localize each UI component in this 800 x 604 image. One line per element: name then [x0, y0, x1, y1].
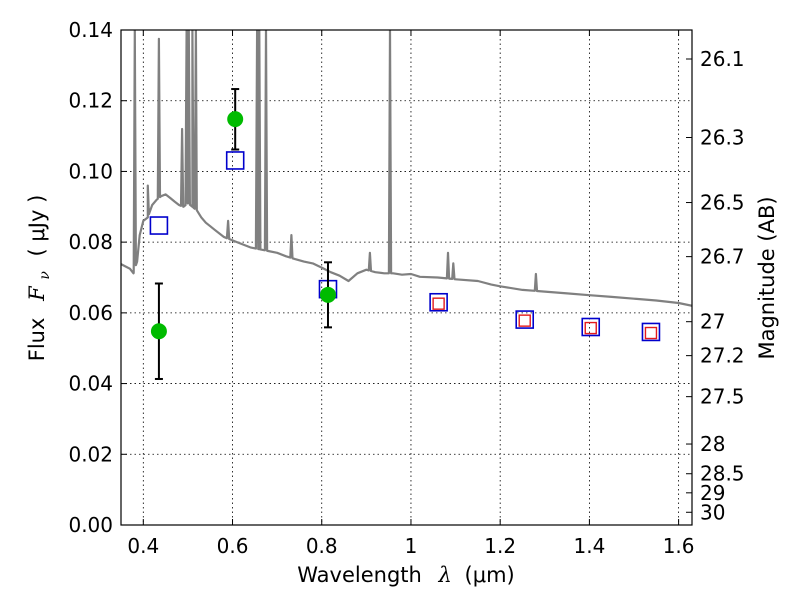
- model-photometry-inner-square: [644, 326, 658, 340]
- y-tick-label: 0.00: [68, 513, 113, 537]
- mag-tick-label: 28: [700, 432, 725, 456]
- x-axis-label-symbol: λ: [438, 563, 452, 587]
- mag-tick-label: 28.5: [700, 462, 745, 486]
- y-tick-label: 0.12: [68, 89, 113, 113]
- model-photometry-square: [641, 322, 661, 342]
- y-tick-label: 0.10: [68, 159, 113, 183]
- model-photometry-square: [149, 216, 169, 235]
- mag-tick-label: 26.3: [700, 125, 745, 149]
- axes-frame: [120, 29, 693, 526]
- mag-tick-label: 29: [700, 481, 725, 505]
- x-tick-label: 1: [405, 534, 418, 558]
- x-tick-label: 1.2: [484, 534, 516, 558]
- y-tick-label: 0.04: [68, 372, 113, 396]
- observed-point: [227, 111, 244, 128]
- model-photometry-square: [225, 151, 245, 170]
- mag-tick-label: 27.5: [700, 385, 745, 409]
- y-axis-label-text: Flux: [25, 318, 49, 362]
- mag-tick-label: 26.1: [700, 47, 745, 71]
- y2-axis-label: Magnitude (AB): [755, 196, 779, 359]
- y-tick-label: 0.02: [68, 442, 113, 466]
- observed-point: [150, 323, 167, 340]
- observed-point: [319, 286, 336, 303]
- grid-lines: [121, 29, 692, 526]
- x-tick-label: 0.4: [127, 534, 159, 558]
- model-photometry-inner-square: [584, 321, 597, 335]
- y-axis-label: Flux F ν ( μJy ): [25, 195, 54, 362]
- mag-tick-label: 26.5: [700, 191, 745, 215]
- y-axis-label-subscript: ν: [37, 271, 53, 280]
- y-axis-label-symbol: F: [25, 285, 49, 302]
- x-axis-label-text: Wavelength: [297, 563, 422, 587]
- mag-tick-label: 30: [700, 500, 725, 524]
- model-photometry-square: [581, 317, 601, 337]
- x-tick-label: 1.4: [573, 534, 605, 558]
- y-tick-label: 0.06: [68, 301, 113, 325]
- x-axis-label: Wavelength λ (μm): [297, 563, 514, 587]
- model-photometry-square: [429, 292, 448, 312]
- y-tick-label: 0.14: [68, 18, 113, 42]
- x-tick-label: 0.8: [306, 534, 338, 558]
- spectrum-line: [121, 30, 692, 307]
- y-axis-ticks: 0.00 0.02 0.04 0.06 0.08 0.10 0.12 0.14: [68, 18, 127, 537]
- y-tick-label: 0.08: [68, 230, 113, 254]
- y-axis-label-unit: ( μJy ): [25, 195, 49, 257]
- x-axis-label-unit: (μm): [465, 563, 515, 587]
- mag-tick-label: 27.2: [700, 344, 745, 368]
- photometry-markers: [149, 88, 661, 380]
- spectrum-layer: [121, 30, 692, 307]
- x-axis-ticks: 0.4 0.6 0.8 1 1.2 1.4 1.6: [127, 30, 695, 558]
- mag-tick-label: 27: [700, 310, 725, 334]
- model-photometry-inner-square: [518, 314, 531, 327]
- model-photometry-square: [515, 310, 535, 329]
- x-tick-label: 0.6: [217, 534, 249, 558]
- model-photometry-inner-square: [432, 297, 445, 310]
- mag-tick-label: 26.7: [700, 245, 745, 269]
- x-tick-label: 1.6: [663, 534, 695, 558]
